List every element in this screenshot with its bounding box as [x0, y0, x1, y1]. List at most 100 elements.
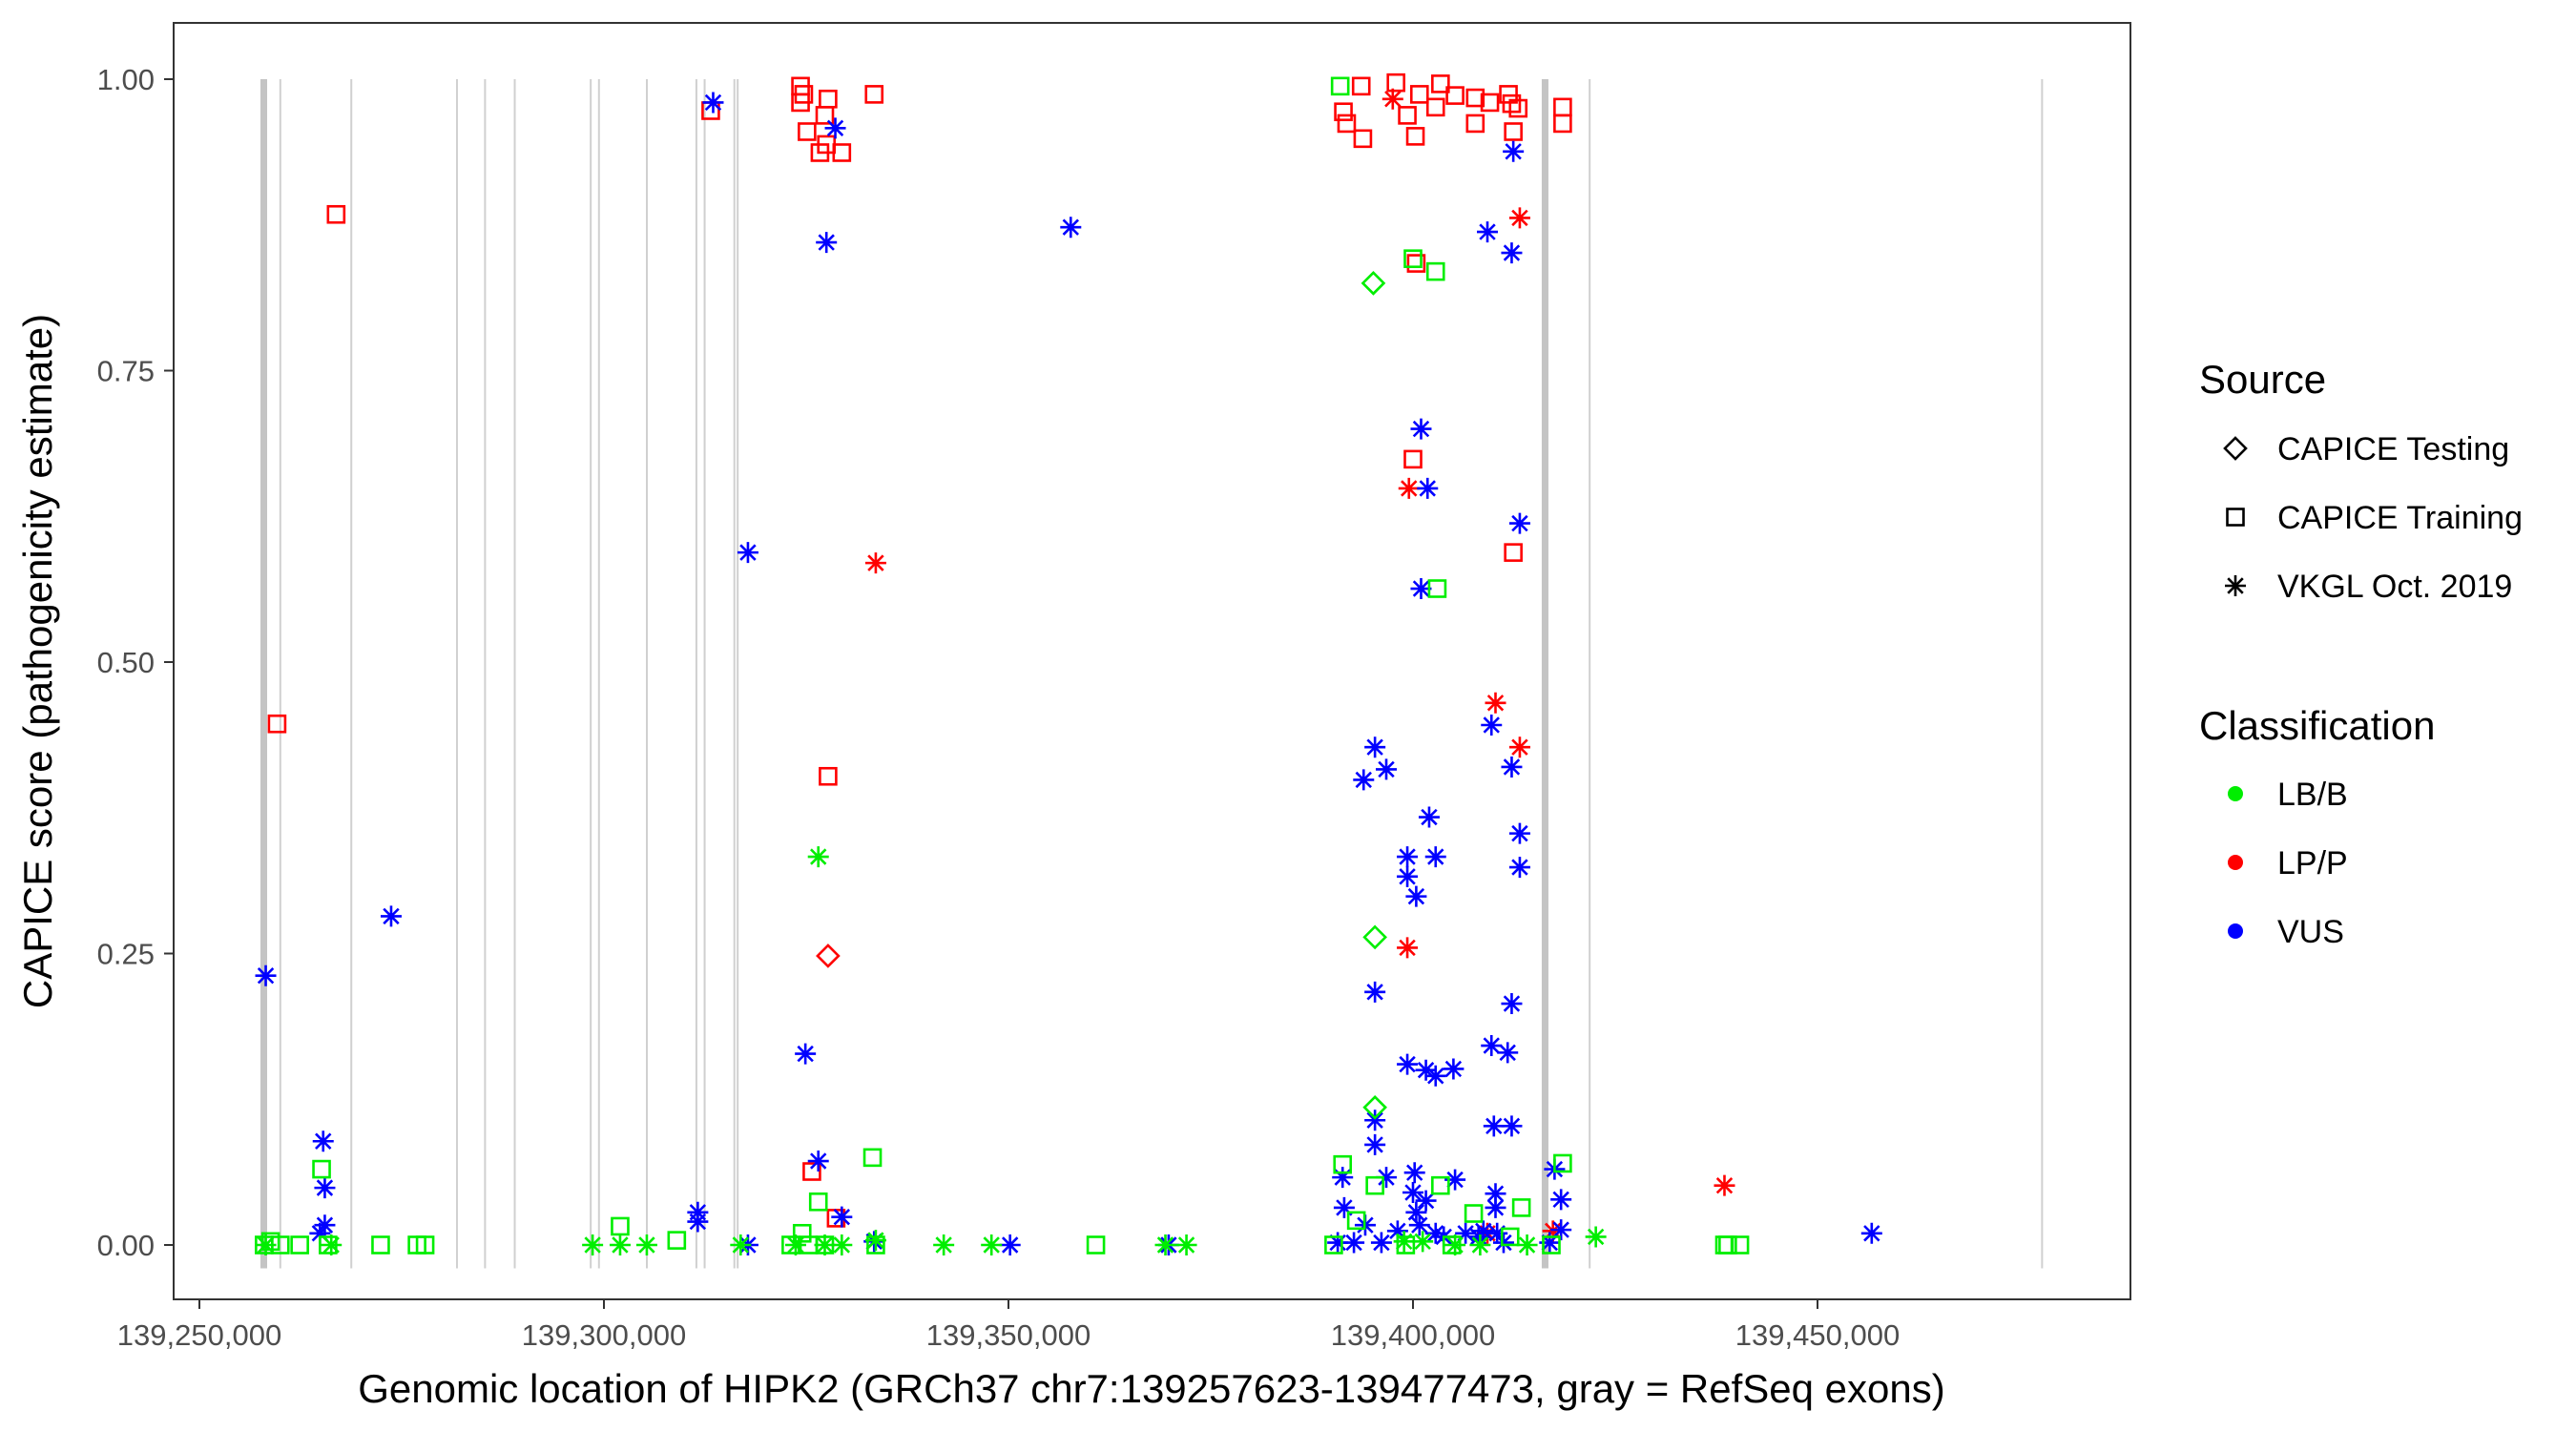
x-tick-label: 139,450,000	[1735, 1318, 1900, 1352]
data-point	[1431, 74, 1450, 93]
data-point	[784, 1234, 806, 1255]
square-marker	[1333, 1154, 1353, 1174]
x-tick-label: 139,400,000	[1331, 1318, 1495, 1352]
data-points	[255, 73, 1882, 1255]
data-point	[1585, 1226, 1607, 1248]
square-marker	[1396, 1235, 1416, 1255]
legend-class-dot	[2228, 855, 2243, 870]
asterisk-marker	[255, 964, 277, 986]
asterisk-marker	[1539, 1232, 1561, 1254]
asterisk-marker	[1714, 1174, 1735, 1196]
square-marker	[819, 766, 838, 786]
asterisk-marker	[1175, 1234, 1197, 1255]
asterisk-marker	[1501, 242, 1523, 264]
square-marker	[371, 1235, 390, 1255]
data-point	[1397, 1053, 1419, 1075]
asterisk-marker	[1364, 736, 1386, 758]
asterisk-marker	[1393, 1231, 1415, 1253]
data-point	[1485, 692, 1506, 714]
data-point	[635, 1234, 657, 1255]
square-marker	[1502, 93, 1522, 114]
legend-source-label: CAPICE Testing	[2277, 431, 2509, 467]
data-point	[1508, 512, 1530, 534]
data-point	[1393, 1231, 1415, 1253]
data-point	[1511, 1198, 1531, 1217]
square-marker	[1504, 122, 1523, 141]
y-axis: 0.00 0.25 0.50 0.75 1.00	[97, 63, 174, 1262]
asterisk-marker	[1327, 1232, 1349, 1254]
asterisk-marker	[1469, 1234, 1491, 1255]
square-marker	[832, 143, 852, 162]
data-point	[1386, 1220, 1408, 1242]
asterisk-marker	[1343, 1232, 1365, 1254]
square-marker	[798, 122, 817, 141]
data-point	[1353, 129, 1373, 149]
asterisk-marker	[702, 92, 724, 114]
asterisk-marker	[1424, 846, 1446, 868]
data-point	[1405, 885, 1427, 907]
square-marker	[611, 1216, 630, 1236]
asterisk-marker	[999, 1234, 1021, 1255]
square-marker	[1431, 1175, 1450, 1195]
data-point	[824, 117, 846, 139]
legend-class-label: VUS	[2277, 914, 2344, 950]
asterisk-marker	[1455, 1222, 1477, 1244]
data-point	[1718, 1235, 1737, 1255]
data-point	[1539, 1232, 1561, 1254]
asterisk-marker	[1485, 1196, 1506, 1218]
data-point	[1427, 579, 1447, 598]
plot-panel	[173, 22, 2131, 1300]
diamond-marker	[1362, 924, 1387, 950]
asterisk-marker	[1472, 1220, 1494, 1242]
asterisk-marker	[1398, 477, 1420, 499]
asterisk-marker	[309, 1222, 331, 1244]
data-point	[1417, 477, 1439, 499]
data-point	[981, 1234, 1003, 1255]
data-point	[1402, 1182, 1423, 1204]
data-point	[864, 1230, 886, 1252]
data-point	[255, 964, 277, 986]
data-point	[864, 85, 884, 104]
asterisk-marker	[314, 1214, 336, 1236]
square-marker	[791, 93, 810, 113]
asterisk-marker	[2225, 575, 2246, 596]
asterisk-marker	[1376, 1167, 1398, 1189]
data-point	[1330, 76, 1350, 96]
data-point	[792, 1223, 812, 1243]
data-point	[1351, 76, 1371, 96]
asterisk-marker	[1370, 1232, 1392, 1254]
data-point	[687, 1211, 709, 1233]
square-marker	[1386, 73, 1405, 93]
x-tick-label: 139,350,000	[926, 1318, 1091, 1352]
data-point	[831, 1206, 853, 1228]
data-point	[1398, 477, 1420, 499]
square-marker	[815, 106, 835, 125]
asterisk-marker	[1516, 1234, 1538, 1255]
data-point	[611, 1216, 630, 1236]
data-point	[1465, 114, 1485, 134]
square-marker	[1409, 85, 1429, 104]
data-point	[1480, 93, 1500, 113]
data-point	[1410, 418, 1432, 440]
data-point	[1477, 221, 1499, 243]
square-marker	[1504, 543, 1523, 562]
data-point	[290, 1235, 309, 1255]
data-point	[1444, 1234, 1466, 1255]
data-point	[1502, 93, 1522, 114]
data-point	[1154, 1234, 1176, 1255]
asterisk-marker	[1333, 1196, 1355, 1218]
asterisk-marker	[1364, 1133, 1386, 1155]
asterisk-marker	[1397, 865, 1419, 887]
data-point	[1465, 88, 1485, 108]
square-marker	[1330, 76, 1350, 96]
y-tick-label: 0.25	[97, 938, 155, 971]
data-point	[1364, 981, 1386, 1003]
legend-class-label: LB/B	[2277, 777, 2348, 813]
asterisk-marker	[1485, 692, 1506, 714]
square-marker	[1337, 114, 1357, 134]
data-point	[667, 1231, 687, 1250]
y-axis-title: CAPICE score (pathogenicity estimate)	[15, 314, 60, 1008]
data-point	[255, 1234, 277, 1255]
asterisk-marker	[784, 1234, 806, 1255]
asterisk-marker	[1408, 1214, 1430, 1236]
